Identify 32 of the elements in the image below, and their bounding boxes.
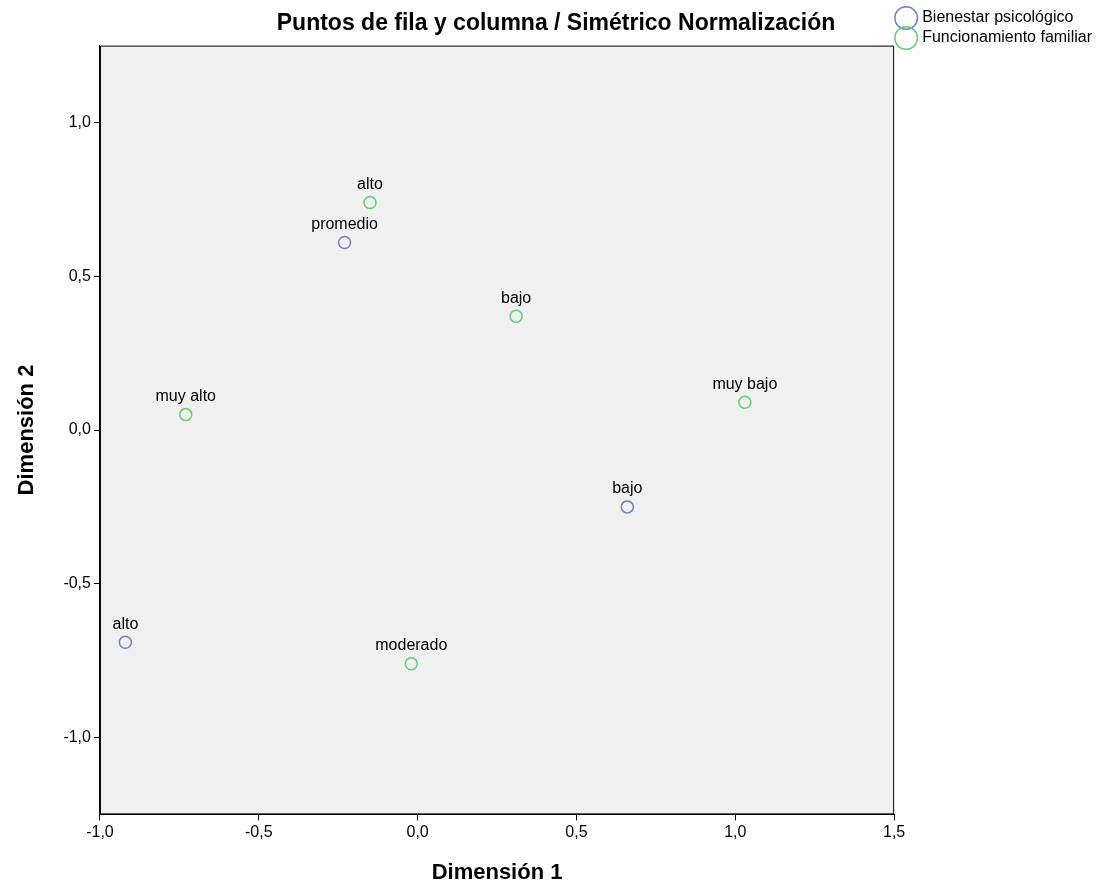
point — [363, 195, 377, 210]
chart-title: Puntos de fila y columna / Simétrico Normalización — [276, 9, 836, 36]
annotation: moderado — [375, 636, 448, 654]
point — [118, 635, 133, 649]
legend-label: Funcionamiento familiar — [922, 28, 1093, 46]
x-tick-label: 0,0 — [406, 823, 429, 841]
legend-label: Bienestar psicológico — [922, 8, 1074, 26]
x-tick-label: 0,5 — [565, 823, 588, 841]
annotation: alto — [112, 614, 139, 632]
x-tick-label: 1,0 — [724, 823, 747, 841]
point — [509, 309, 523, 323]
x-tick-label: -1,0 — [86, 823, 114, 841]
point — [620, 500, 635, 514]
x-tick-label: -0,5 — [245, 823, 273, 841]
point — [404, 656, 419, 671]
y-tick-label: 1,0 — [68, 112, 92, 130]
annotation: muy bajo — [712, 374, 778, 392]
x-axis-title: Dimensión 1 — [431, 858, 563, 884]
annotation: bajo — [612, 479, 643, 497]
point — [337, 235, 352, 250]
annotation: bajo — [500, 288, 532, 306]
y-axis-title: Dimensión 2 — [13, 364, 39, 496]
annotation: alto — [357, 174, 383, 192]
x-tick-label: 1,5 — [883, 823, 906, 841]
point — [738, 395, 752, 410]
point — [178, 407, 193, 422]
y-tick-label: -1,0 — [63, 727, 92, 745]
y-tick-label: 0,0 — [68, 420, 92, 438]
y-tick-label: -0,5 — [63, 574, 92, 592]
annotation: promedio — [311, 214, 379, 232]
y-tick-label: 0,5 — [68, 266, 92, 284]
annotation: muy alto — [155, 387, 217, 405]
